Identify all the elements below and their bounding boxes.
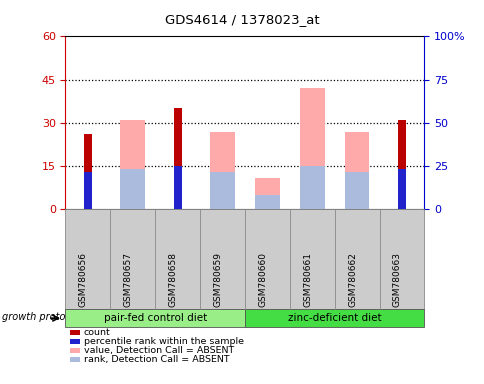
Text: GDS4614 / 1378023_at: GDS4614 / 1378023_at	[165, 13, 319, 26]
Bar	[173, 109, 182, 209]
Bar	[84, 134, 92, 209]
Text: count: count	[84, 328, 110, 337]
Bar	[210, 172, 234, 209]
Text: GSM780663: GSM780663	[392, 252, 401, 307]
Text: GSM780656: GSM780656	[79, 252, 88, 307]
Text: GSM780660: GSM780660	[258, 252, 267, 307]
Bar	[210, 132, 234, 209]
Bar	[255, 178, 279, 209]
Bar	[120, 120, 145, 209]
Bar	[173, 166, 182, 209]
Text: GSM780661: GSM780661	[302, 252, 312, 307]
Text: GSM780658: GSM780658	[168, 252, 177, 307]
Bar	[84, 172, 92, 209]
Bar	[344, 172, 369, 209]
Text: GSM780659: GSM780659	[213, 252, 222, 307]
Bar	[120, 169, 145, 209]
Text: growth protocol: growth protocol	[2, 312, 80, 322]
Text: GSM780662: GSM780662	[348, 252, 356, 307]
Text: value, Detection Call = ABSENT: value, Detection Call = ABSENT	[84, 346, 234, 355]
Text: pair-fed control diet: pair-fed control diet	[104, 313, 206, 323]
Bar	[397, 169, 405, 209]
Bar	[299, 88, 324, 209]
Text: rank, Detection Call = ABSENT: rank, Detection Call = ABSENT	[84, 355, 229, 364]
Text: percentile rank within the sample: percentile rank within the sample	[84, 337, 243, 346]
Bar	[344, 132, 369, 209]
Bar	[255, 195, 279, 209]
Text: zinc-deficient diet: zinc-deficient diet	[287, 313, 381, 323]
Text: GSM780657: GSM780657	[123, 252, 133, 307]
Bar	[299, 166, 324, 209]
Bar	[397, 120, 405, 209]
